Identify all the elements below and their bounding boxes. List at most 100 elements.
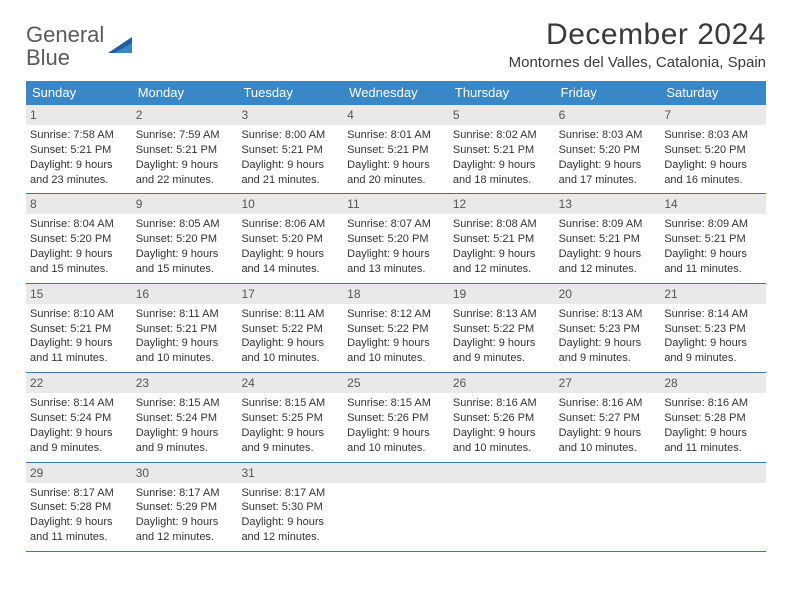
daylight-text: Daylight: 9 hours [136, 515, 234, 530]
daylight-text: Daylight: 9 hours [347, 426, 445, 441]
day-cell: 6Sunrise: 8:03 AMSunset: 5:20 PMDaylight… [555, 105, 661, 193]
daylight-text: Daylight: 9 hours [664, 247, 762, 262]
sunrise-text: Sunrise: 8:12 AM [347, 307, 445, 322]
day-number-empty [660, 463, 766, 483]
day-cell: 24Sunrise: 8:15 AMSunset: 5:25 PMDayligh… [237, 373, 343, 461]
daylight-text: and 11 minutes. [664, 262, 762, 277]
day-number: 17 [237, 284, 343, 304]
daylight-text: Daylight: 9 hours [664, 336, 762, 351]
sunrise-text: Sunrise: 7:59 AM [136, 128, 234, 143]
day-cell: 27Sunrise: 8:16 AMSunset: 5:27 PMDayligh… [555, 373, 661, 461]
daylight-text: and 23 minutes. [30, 173, 128, 188]
daylight-text: Daylight: 9 hours [136, 426, 234, 441]
week-row: 22Sunrise: 8:14 AMSunset: 5:24 PMDayligh… [26, 373, 766, 462]
day-cell: 26Sunrise: 8:16 AMSunset: 5:26 PMDayligh… [449, 373, 555, 461]
day-number: 21 [660, 284, 766, 304]
daylight-text: Daylight: 9 hours [347, 336, 445, 351]
sunset-text: Sunset: 5:22 PM [241, 322, 339, 337]
sunrise-text: Sunrise: 8:06 AM [241, 217, 339, 232]
sunset-text: Sunset: 5:21 PM [136, 143, 234, 158]
sunrise-text: Sunrise: 8:03 AM [664, 128, 762, 143]
day-number: 19 [449, 284, 555, 304]
weekday-header: Sunday [26, 81, 132, 105]
day-cell: 12Sunrise: 8:08 AMSunset: 5:21 PMDayligh… [449, 194, 555, 282]
daylight-text: and 16 minutes. [664, 173, 762, 188]
week-row: 29Sunrise: 8:17 AMSunset: 5:28 PMDayligh… [26, 463, 766, 552]
day-cell: 29Sunrise: 8:17 AMSunset: 5:28 PMDayligh… [26, 463, 132, 551]
sunrise-text: Sunrise: 8:01 AM [347, 128, 445, 143]
daylight-text: and 18 minutes. [453, 173, 551, 188]
daylight-text: Daylight: 9 hours [241, 336, 339, 351]
weekday-header: Tuesday [237, 81, 343, 105]
weeks-container: 1Sunrise: 7:58 AMSunset: 5:21 PMDaylight… [26, 105, 766, 552]
daylight-text: and 10 minutes. [136, 351, 234, 366]
day-number-empty [555, 463, 661, 483]
daylight-text: Daylight: 9 hours [30, 426, 128, 441]
sunset-text: Sunset: 5:28 PM [664, 411, 762, 426]
sunset-text: Sunset: 5:20 PM [664, 143, 762, 158]
sunrise-text: Sunrise: 8:04 AM [30, 217, 128, 232]
sunset-text: Sunset: 5:29 PM [136, 500, 234, 515]
daylight-text: and 13 minutes. [347, 262, 445, 277]
sunrise-text: Sunrise: 8:16 AM [559, 396, 657, 411]
daylight-text: Daylight: 9 hours [241, 158, 339, 173]
daylight-text: and 9 minutes. [241, 441, 339, 456]
day-number-empty [449, 463, 555, 483]
daylight-text: Daylight: 9 hours [453, 158, 551, 173]
sunset-text: Sunset: 5:23 PM [559, 322, 657, 337]
sunset-text: Sunset: 5:21 PM [347, 143, 445, 158]
sunrise-text: Sunrise: 8:05 AM [136, 217, 234, 232]
daylight-text: and 14 minutes. [241, 262, 339, 277]
sunrise-text: Sunrise: 8:15 AM [241, 396, 339, 411]
day-cell: 2Sunrise: 7:59 AMSunset: 5:21 PMDaylight… [132, 105, 238, 193]
daylight-text: Daylight: 9 hours [136, 247, 234, 262]
sunrise-text: Sunrise: 8:17 AM [136, 486, 234, 501]
sunrise-text: Sunrise: 8:07 AM [347, 217, 445, 232]
day-cell: 25Sunrise: 8:15 AMSunset: 5:26 PMDayligh… [343, 373, 449, 461]
sunset-text: Sunset: 5:26 PM [453, 411, 551, 426]
day-number-empty [343, 463, 449, 483]
day-number: 25 [343, 373, 449, 393]
daylight-text: and 12 minutes. [241, 530, 339, 545]
header: General Blue December 2024 Montornes del… [26, 18, 766, 71]
daylight-text: and 15 minutes. [136, 262, 234, 277]
weekday-header: Wednesday [343, 81, 449, 105]
day-number: 27 [555, 373, 661, 393]
day-cell: 28Sunrise: 8:16 AMSunset: 5:28 PMDayligh… [660, 373, 766, 461]
day-cell [555, 463, 661, 551]
sunset-text: Sunset: 5:21 PM [30, 322, 128, 337]
day-number: 31 [237, 463, 343, 483]
daylight-text: Daylight: 9 hours [664, 158, 762, 173]
sunrise-text: Sunrise: 8:17 AM [30, 486, 128, 501]
sunset-text: Sunset: 5:20 PM [136, 232, 234, 247]
day-number: 11 [343, 194, 449, 214]
daylight-text: and 10 minutes. [559, 441, 657, 456]
day-cell: 16Sunrise: 8:11 AMSunset: 5:21 PMDayligh… [132, 284, 238, 372]
daylight-text: and 9 minutes. [136, 441, 234, 456]
daylight-text: Daylight: 9 hours [559, 158, 657, 173]
day-cell: 3Sunrise: 8:00 AMSunset: 5:21 PMDaylight… [237, 105, 343, 193]
sunset-text: Sunset: 5:20 PM [241, 232, 339, 247]
daylight-text: and 22 minutes. [136, 173, 234, 188]
daylight-text: and 11 minutes. [30, 530, 128, 545]
day-number: 12 [449, 194, 555, 214]
day-cell: 19Sunrise: 8:13 AMSunset: 5:22 PMDayligh… [449, 284, 555, 372]
day-number: 7 [660, 105, 766, 125]
brand-logo: General Blue [26, 18, 136, 70]
sunset-text: Sunset: 5:24 PM [30, 411, 128, 426]
sunset-text: Sunset: 5:21 PM [664, 232, 762, 247]
daylight-text: and 9 minutes. [664, 351, 762, 366]
sunset-text: Sunset: 5:20 PM [347, 232, 445, 247]
daylight-text: Daylight: 9 hours [136, 158, 234, 173]
daylight-text: Daylight: 9 hours [664, 426, 762, 441]
sunrise-text: Sunrise: 8:15 AM [136, 396, 234, 411]
day-cell: 5Sunrise: 8:02 AMSunset: 5:21 PMDaylight… [449, 105, 555, 193]
day-number: 23 [132, 373, 238, 393]
day-number: 14 [660, 194, 766, 214]
daylight-text: Daylight: 9 hours [30, 158, 128, 173]
triangle-icon [108, 35, 136, 57]
sunset-text: Sunset: 5:21 PM [453, 232, 551, 247]
sunrise-text: Sunrise: 8:02 AM [453, 128, 551, 143]
sunrise-text: Sunrise: 8:10 AM [30, 307, 128, 322]
sunrise-text: Sunrise: 8:14 AM [664, 307, 762, 322]
